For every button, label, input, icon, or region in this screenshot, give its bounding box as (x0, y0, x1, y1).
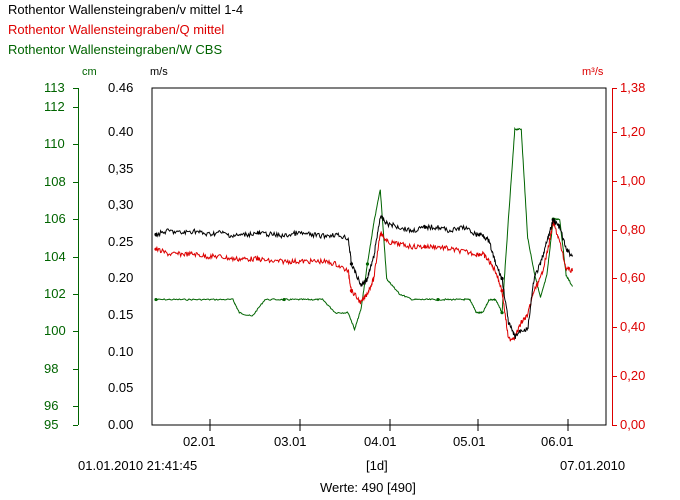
w-axis-tick-mark (73, 406, 78, 408)
plot-frame (151, 87, 607, 426)
v-axis-tick-label: 0.40 (108, 123, 134, 139)
x-tick-label: 06.01 (541, 434, 574, 449)
axis-unit-q: m³/s (582, 66, 604, 78)
x-tick-label: 05.01 (453, 434, 486, 449)
footer-start-date: 01.01.2010 21:41:45 (78, 458, 198, 473)
q-axis-tick-label: 0,20 (620, 368, 646, 384)
w-axis-tick-mark (73, 144, 78, 146)
series-marker (349, 262, 354, 266)
series-marker (154, 232, 158, 237)
w-axis-tick-label: 95 (44, 417, 59, 432)
footer-interval: [1d] (366, 458, 388, 473)
series-marker (349, 289, 354, 293)
w-axis-tick-label: 100 (44, 323, 66, 339)
q-axis-tick-label: 0,00 (620, 417, 646, 432)
q-axis-line (612, 88, 613, 425)
w-axis-tick-mark (73, 256, 78, 258)
q-axis-tick-mark (612, 229, 617, 231)
q-axis-tick-mark (612, 425, 617, 426)
v-axis-tick-label: 0.10 (108, 343, 134, 359)
x-tick-label: 03.01 (274, 434, 307, 449)
v-axis-tick-label: 0,35 (108, 160, 134, 176)
q-axis-tick-mark (612, 376, 617, 378)
x-tick-label: 02.01 (183, 434, 216, 449)
w-axis-tick-mark (73, 331, 78, 333)
series-line (155, 126, 573, 332)
series-line (155, 221, 573, 342)
w-axis-line (78, 88, 79, 425)
series-marker (500, 289, 504, 293)
w-axis-tick-mark (73, 181, 78, 183)
w-axis-tick-label: 98 (44, 360, 59, 376)
q-axis-tick-label: 0,80 (620, 221, 646, 237)
series-marker (256, 231, 261, 235)
v-axis-tick-label: 0.00 (108, 417, 134, 432)
v-axis-tick-label: 0.46 (108, 80, 134, 95)
q-axis-tick-label: 1,20 (620, 123, 646, 139)
footer-end-date: 07.01.2010 (560, 458, 626, 473)
q-axis-tick-mark (612, 88, 617, 89)
w-axis-tick-label: 96 (44, 398, 59, 414)
w-axis-tick-mark (73, 368, 78, 370)
q-axis-tick-label: 0,40 (620, 319, 646, 335)
axis-unit-w: cm (82, 66, 97, 78)
series-marker (365, 262, 370, 266)
legend-item-v-mittel: Rothentor Wallensteingraben/v mittel 1-4 (8, 2, 244, 17)
q-axis-tick-label: 0,60 (620, 270, 646, 286)
q-axis-tick-mark (612, 180, 617, 182)
w-axis-tick-mark (73, 219, 78, 221)
v-axis-tick-label: 0.25 (108, 233, 134, 249)
series-marker (154, 247, 158, 251)
q-axis-tick-mark (612, 278, 617, 280)
series-marker (551, 218, 555, 222)
w-axis-tick-label: 110 (44, 136, 65, 152)
series-marker (423, 245, 427, 249)
w-axis-tick-label: 104 (44, 248, 66, 264)
v-axis-tick-label: 0.20 (108, 270, 134, 286)
v-axis-tick-label: 0,30 (108, 197, 134, 213)
w-axis-tick-label: 112 (44, 98, 65, 114)
legend-item-w-cbs: Rothentor Wallensteingraben/W CBS (8, 42, 223, 57)
q-axis-tick-mark (612, 327, 617, 329)
w-axis-tick-mark (73, 88, 78, 89)
w-axis-tick-label: 102 (44, 285, 66, 301)
series-marker (436, 297, 440, 302)
series-marker (423, 225, 427, 229)
v-axis-tick-label: 0.05 (108, 380, 134, 396)
axis-unit-v: m/s (150, 66, 168, 78)
w-axis-tick-label: 106 (44, 211, 66, 227)
v-axis-tick-label: 0.15 (108, 307, 134, 323)
legend-item-q-mittel: Rothentor Wallensteingraben/Q mittel (8, 22, 225, 37)
w-axis-tick-mark (73, 293, 78, 295)
series-marker (500, 276, 504, 281)
footer-value-count: Werte: 490 [490] (320, 480, 416, 495)
series-marker (256, 257, 261, 261)
series-marker (282, 297, 286, 302)
q-axis-tick-mark (612, 131, 617, 133)
w-axis-tick-label: 113 (44, 80, 65, 95)
w-axis-tick-mark (73, 106, 78, 108)
q-axis-tick-label: 1,00 (620, 172, 646, 188)
w-axis-tick-mark (73, 425, 78, 426)
q-axis-tick-label: 1,38 (620, 80, 646, 95)
series-marker (154, 297, 158, 302)
series-line (155, 214, 573, 339)
series-marker (500, 311, 504, 315)
x-tick-label: 04.01 (364, 434, 397, 449)
w-axis-tick-label: 108 (44, 173, 66, 189)
